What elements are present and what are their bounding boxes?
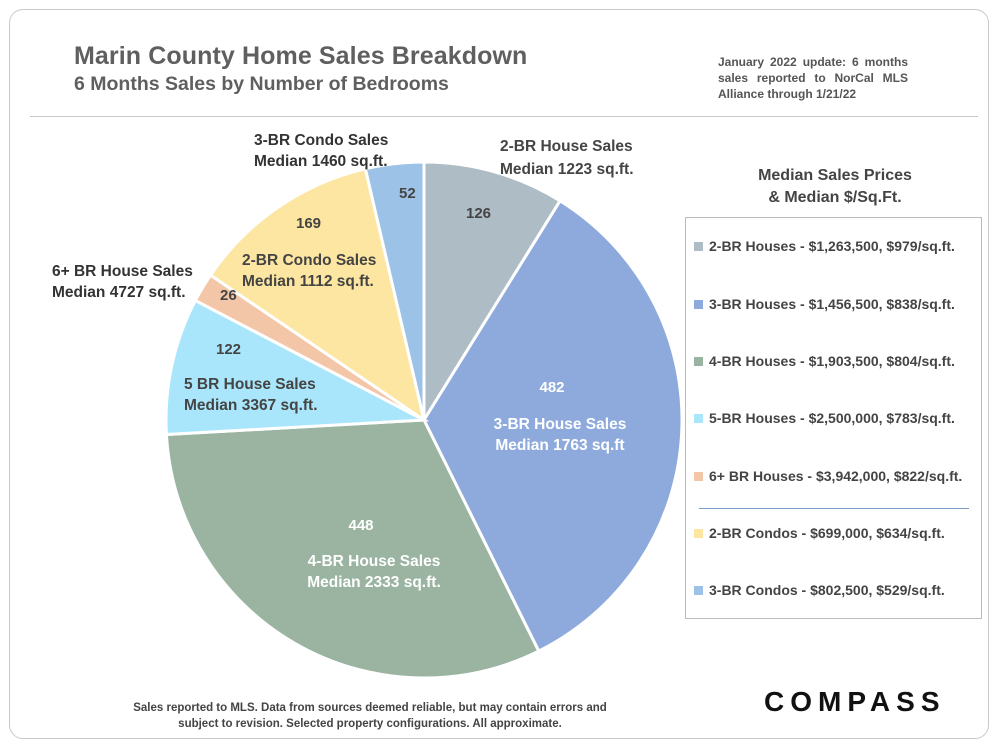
legend-item-text: 6+ BR Houses - $3,942,000, $822/sq.ft. [709,468,963,484]
data-label-br6house: 26 [220,287,237,304]
pie-slice-br2house [422,160,563,426]
legend-item-2br-houses: 2-BR Houses - $1,263,500, $979/sq.ft. [694,236,955,256]
slice-median-br2condo: Median 1112 sq.ft. [242,273,374,290]
pie-slice-br3house [422,198,684,654]
data-label-br5house: 122 [216,341,241,358]
update-note: January 2022 update: 6 months sales repo… [718,55,908,101]
chart-frame [9,9,989,739]
legend-item-3br-houses: 3-BR Houses - $1,456,500, $838/sq.ft. [694,294,955,314]
slice-name-br4house: 4-BR House Sales [308,553,441,570]
legend-item-text: 3-BR Houses - $1,456,500, $838/sq.ft. [709,296,955,312]
legend-item-4br-houses: 4-BR Houses - $1,903,500, $804/sq.ft. [694,351,955,371]
legend-swatch [694,413,703,423]
legend-swatch [694,241,703,251]
legend-swatch [694,299,703,309]
legend-item-text: 4-BR Houses - $1,903,500, $804/sq.ft. [709,353,955,369]
legend-box: 2-BR Houses - $1,263,500, $979/sq.ft. 3-… [685,217,982,619]
slice-median-br3house: Median 1763 sq.ft [495,437,624,454]
data-label-br2condo: 169 [296,215,321,232]
legend-item-text: 3-BR Condos - $802,500, $529/sq.ft. [709,582,945,598]
footnote: Sales reported to MLS. Data from sources… [90,700,650,732]
slice-name-br3house: 3-BR House Sales [494,416,627,433]
pie-slice-br4house [164,418,541,680]
legend-item-6br-houses: 6+ BR Houses - $3,942,000, $822/sq.ft. [694,466,962,486]
data-label-br4house: 448 [348,517,373,534]
data-label-br3house: 482 [539,379,564,396]
legend-item-5br-houses: 5-BR Houses - $2,500,000, $783/sq.ft. [694,408,955,428]
legend-swatch [694,585,703,595]
legend-swatch [694,356,703,366]
slice-median-br4house: Median 2333 sq.ft. [307,574,441,591]
slice-median-br5house: Median 3367 sq.ft. [184,397,318,414]
legend-swatch [694,528,703,538]
slice-name-br6house: 6+ BR House Sales [52,263,193,280]
pie-slice-br2condo [208,166,427,424]
pie-slices [164,160,684,680]
chart-title: Marin County Home Sales Breakdown [74,42,528,70]
pie-slice-br3condo [363,160,426,421]
slice-name-br5house: 5 BR House Sales [184,376,316,393]
data-label-br2house: 126 [466,205,491,222]
legend-title-line1: Median Sales Prices [758,167,912,184]
legend-item-text: 2-BR Condos - $699,000, $634/sq.ft. [709,525,945,541]
slice-name-br2condo: 2-BR Condo Sales [242,252,376,269]
pie-slice-br5house [164,298,430,437]
compass-logo: COMPASS [764,686,946,717]
slice-name-br3condo: 3-BR Condo Sales [254,132,388,149]
footnote-line2: subject to revision. Selected property c… [178,718,562,730]
legend-item-text: 2-BR Houses - $1,263,500, $979/sq.ft. [709,238,955,254]
slice-name-br2house: 2-BR House Sales [500,138,633,155]
slice-median-br2house: Median 1223 sq.ft. [500,161,634,178]
legend-item-text: 5-BR Houses - $2,500,000, $783/sq.ft. [709,410,955,426]
legend-item-3br-condos: 3-BR Condos - $802,500, $529/sq.ft. [694,580,945,600]
header-divider [30,116,978,117]
legend-divider [699,508,969,509]
pie-labels: 126 2-BR House Sales Median 1223 sq.ft. 482… [52,132,634,591]
slice-median-br6house: Median 4727 sq.ft. [52,284,186,301]
legend-swatch [694,471,703,481]
legend-title: Median Sales Prices & Median $/Sq.Ft. [700,165,970,209]
slice-median-br3condo: Median 1460 sq.ft. [254,153,388,170]
legend-item-2br-condos: 2-BR Condos - $699,000, $634/sq.ft. [694,523,945,543]
footnote-line1: Sales reported to MLS. Data from sources… [133,702,607,714]
legend-title-line2: & Median $/Sq.Ft. [768,189,902,206]
chart-subtitle: 6 Months Sales by Number of Bedrooms [74,73,449,95]
data-label-br3condo: 52 [399,185,416,202]
